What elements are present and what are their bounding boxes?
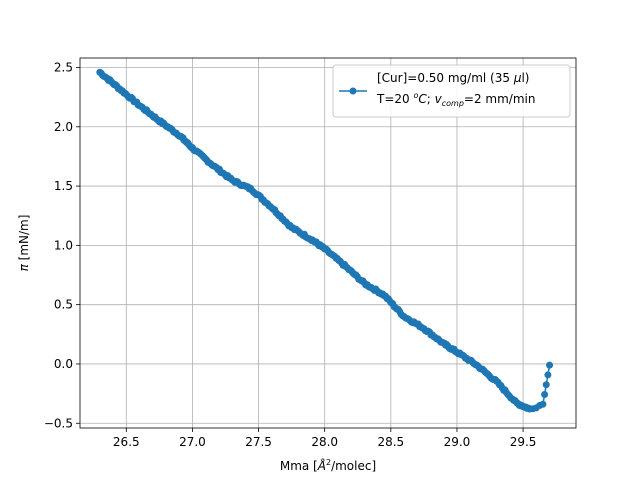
- y-tick-label: 1.5: [54, 179, 73, 193]
- x-tick-label: 28.0: [311, 435, 338, 449]
- data-series: [96, 68, 554, 413]
- plot-area: [96, 68, 554, 413]
- legend-marker-swatch: [349, 87, 357, 95]
- axes-frame: [79, 57, 577, 429]
- y-tick-label: 0.5: [54, 298, 73, 312]
- data-point: [544, 371, 552, 379]
- y-tick-label: 1.0: [54, 238, 73, 252]
- y-tick-label: 2.5: [54, 60, 73, 74]
- x-tick-label: 27.5: [245, 435, 272, 449]
- grid-lines: [80, 58, 576, 428]
- data-point: [539, 400, 547, 408]
- x-axis-label: Mma [Å2/molec]: [280, 458, 376, 473]
- legend-box: [332, 64, 571, 118]
- x-tick-label: 27.0: [179, 435, 206, 449]
- data-point: [541, 391, 549, 398]
- legend-entry-line1: [Cur]=0.50 mg/ml (35 μl): [377, 71, 529, 85]
- data-point: [546, 361, 554, 369]
- x-tick-label: 26.5: [113, 435, 140, 449]
- data-point: [542, 381, 550, 389]
- x-tick-label: 29.0: [444, 435, 471, 449]
- x-axis-ticks: 26.5 27.0 27.5 28.0 28.5 29.0 29.5: [113, 428, 537, 449]
- y-axis-ticks: −0.5 0.0 0.5 1.0 1.5 2.0 2.5: [44, 60, 80, 430]
- x-tick-label: 28.5: [377, 435, 404, 449]
- y-axis-label: π [mN/m]: [17, 215, 31, 272]
- x-tick-label: 29.5: [510, 435, 537, 449]
- y-tick-label: 0.0: [54, 357, 73, 371]
- legend: [Cur]=0.50 mg/ml (35 μl) T=20 oC; vcomp=…: [332, 64, 571, 118]
- y-tick-label: 2.0: [54, 120, 73, 134]
- y-tick-label: −0.5: [44, 416, 73, 430]
